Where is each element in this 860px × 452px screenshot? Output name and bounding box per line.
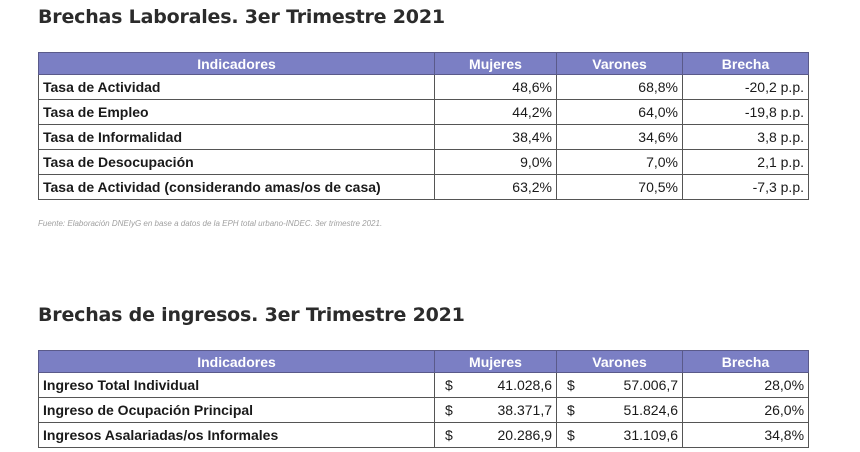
income-gaps-table: Indicadores Mujeres Varones Brecha Ingre…	[38, 350, 810, 448]
header-indicadores: Indicadores	[38, 350, 435, 373]
brecha-value: -20,2 p.p.	[682, 74, 809, 100]
currency-symbol: $	[556, 372, 587, 398]
brecha-value: 26,0%	[682, 397, 810, 423]
varones-value: 70,5%	[556, 174, 683, 200]
source-note: Fuente: Elaboración DNEIyG en base a dat…	[38, 219, 383, 228]
mujeres-value: 38.371,7	[464, 397, 558, 423]
brecha-value: 34,8%	[682, 422, 810, 448]
header-mujeres: Mujeres	[433, 350, 558, 373]
header-mujeres: Mujeres	[434, 52, 557, 75]
indicator-label: Tasa de Actividad (considerando amas/os …	[38, 174, 435, 200]
labor-gaps-table: Indicadores Mujeres Varones Brecha Tasa …	[38, 52, 809, 200]
table-header-row: Indicadores Mujeres Varones Brecha	[38, 350, 810, 373]
mujeres-value: 9,0%	[434, 149, 557, 175]
indicator-label: Tasa de Empleo	[38, 99, 435, 125]
header-varones: Varones	[556, 350, 684, 373]
header-indicadores: Indicadores	[38, 52, 435, 75]
mujeres-value: 41.028,6	[464, 372, 558, 398]
varones-value: 34,6%	[556, 124, 683, 150]
indicator-label: Tasa de Informalidad	[38, 124, 435, 150]
varones-value: 51.824,6	[586, 397, 684, 423]
indicator-label: Ingreso Total Individual	[38, 372, 435, 398]
mujeres-value: 63,2%	[434, 174, 557, 200]
brecha-value: 28,0%	[682, 372, 810, 398]
income-gaps-title: Brechas de ingresos. 3er Trimestre 2021	[38, 304, 465, 326]
table-row: Tasa de Actividad 48,6% 68,8% -20,2 p.p.	[38, 74, 809, 100]
brecha-value: 2,1 p.p.	[682, 149, 809, 175]
currency-symbol: $	[556, 422, 587, 448]
currency-symbol: $	[434, 397, 465, 423]
currency-symbol: $	[556, 397, 587, 423]
header-brecha: Brecha	[682, 52, 809, 75]
indicator-label: Ingresos Asalariadas/os Informales	[38, 422, 435, 448]
table-row: Ingreso de Ocupación Principal $38.371,7 $…	[38, 397, 810, 423]
varones-value: 31.109,6	[586, 422, 684, 448]
mujeres-value: 44,2%	[434, 99, 557, 125]
brecha-value: 3,8 p.p.	[682, 124, 809, 150]
table-header-row: Indicadores Mujeres Varones Brecha	[38, 52, 809, 75]
currency-symbol: $	[434, 422, 465, 448]
labor-gaps-title: Brechas Laborales. 3er Trimestre 2021	[38, 6, 445, 28]
table-row: Tasa de Empleo 44,2% 64,0% -19,8 p.p.	[38, 99, 809, 125]
mujeres-value: 48,6%	[434, 74, 557, 100]
varones-value: 68,8%	[556, 74, 683, 100]
table-row: Tasa de Informalidad 38,4% 34,6% 3,8 p.p.	[38, 124, 809, 150]
varones-value: 64,0%	[556, 99, 683, 125]
varones-value: 57.006,7	[586, 372, 684, 398]
header-varones: Varones	[556, 52, 683, 75]
varones-value: 7,0%	[556, 149, 683, 175]
indicator-label: Ingreso de Ocupación Principal	[38, 397, 435, 423]
indicator-label: Tasa de Desocupación	[38, 149, 435, 175]
table-row: Ingreso Total Individual $41.028,6 $57.006…	[38, 372, 810, 398]
mujeres-value: 38,4%	[434, 124, 557, 150]
brecha-value: -19,8 p.p.	[682, 99, 809, 125]
indicator-label: Tasa de Actividad	[38, 74, 435, 100]
table-row: Ingresos Asalariadas/os Informales $20.28…	[38, 422, 810, 448]
brecha-value: -7,3 p.p.	[682, 174, 809, 200]
header-brecha: Brecha	[682, 350, 810, 373]
currency-symbol: $	[434, 372, 465, 398]
table-row: Tasa de Desocupación 9,0% 7,0% 2,1 p.p.	[38, 149, 809, 175]
table-row: Tasa de Actividad (considerando amas/os …	[38, 174, 809, 200]
mujeres-value: 20.286,9	[464, 422, 558, 448]
